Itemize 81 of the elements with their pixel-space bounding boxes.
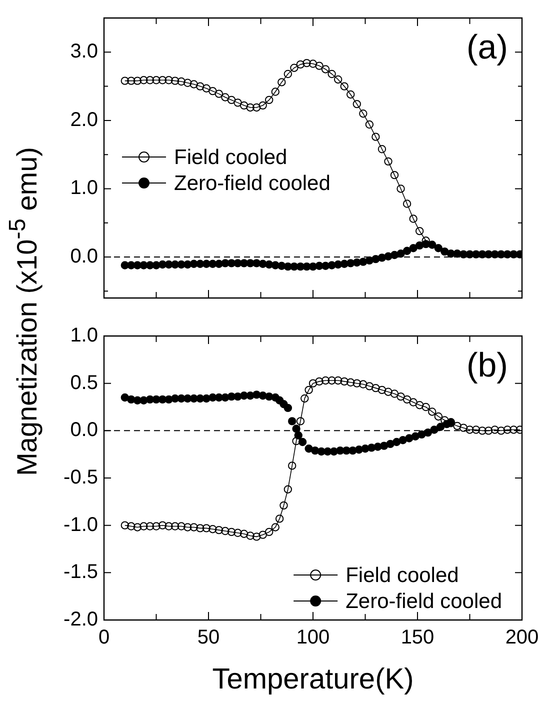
- point: [302, 58, 311, 68]
- annotation: (a): [466, 28, 508, 66]
- point: [184, 78, 192, 87]
- point: [152, 76, 160, 84]
- annotation: (b): [466, 346, 508, 384]
- point: [258, 101, 267, 110]
- point: [359, 110, 368, 118]
- point: [120, 76, 129, 85]
- point: [372, 132, 380, 141]
- point: [278, 78, 286, 86]
- y-tick-label: -0.5: [64, 466, 98, 489]
- point: [392, 438, 401, 446]
- legend-label: Zero-field cooled: [174, 172, 330, 195]
- point: [190, 80, 198, 88]
- legend-label: Field cooled: [346, 564, 459, 587]
- point: [170, 76, 180, 85]
- x-tick-label: 50: [197, 626, 220, 649]
- point: [415, 226, 424, 236]
- point: [321, 65, 330, 74]
- point: [196, 82, 204, 90]
- y-tick-label: -1.0: [64, 514, 98, 536]
- point: [246, 103, 254, 112]
- x-tick-label: 150: [400, 626, 434, 649]
- point: [214, 90, 224, 98]
- y-tick-label: 1.0: [70, 324, 98, 347]
- point: [288, 417, 296, 426]
- point: [140, 76, 148, 84]
- point: [384, 157, 392, 166]
- point: [346, 90, 355, 99]
- legend-label: Field cooled: [174, 146, 288, 169]
- y-tick-label: -1.5: [64, 561, 98, 584]
- x-tick-label: 100: [296, 626, 330, 649]
- point: [405, 434, 414, 442]
- point: [133, 76, 142, 85]
- point: [390, 170, 399, 180]
- y-tick-label: 2.0: [70, 108, 98, 131]
- point: [265, 96, 274, 104]
- point: [424, 428, 432, 437]
- x-tick-label: 200: [505, 626, 538, 649]
- point: [208, 86, 217, 96]
- point: [402, 200, 412, 208]
- point: [221, 93, 230, 102]
- y-tick-label: 0.0: [70, 419, 98, 442]
- point: [328, 70, 336, 78]
- point: [234, 98, 242, 107]
- point: [334, 75, 342, 84]
- point: [271, 88, 280, 96]
- y-tick-label: 0.5: [70, 372, 98, 394]
- point: [284, 70, 292, 78]
- point: [284, 404, 292, 412]
- point: [308, 60, 318, 68]
- point: [380, 442, 388, 450]
- point: [296, 60, 305, 69]
- point: [340, 82, 348, 90]
- point: [158, 76, 167, 84]
- point: [409, 214, 418, 223]
- point: [418, 430, 426, 439]
- legend-label: Zero-field cooled: [346, 590, 502, 613]
- point: [127, 76, 136, 85]
- y-tick-label: 1.0: [70, 177, 98, 200]
- point: [164, 76, 173, 84]
- point: [252, 103, 261, 112]
- point: [315, 62, 324, 70]
- point: [430, 426, 438, 434]
- point: [396, 184, 405, 193]
- point: [227, 96, 236, 104]
- x-axis-title: Temperature(K): [212, 664, 414, 696]
- point: [352, 100, 361, 108]
- point: [290, 64, 298, 72]
- point: [240, 101, 248, 110]
- point: [436, 422, 445, 431]
- y-tick-label: 3.0: [70, 40, 98, 63]
- point: [202, 84, 211, 92]
- point: [177, 77, 186, 86]
- y-tick-label: -2.0: [64, 608, 98, 631]
- point: [378, 145, 386, 154]
- x-tick-label: 0: [98, 626, 110, 649]
- y-tick-label: 0.0: [70, 246, 98, 268]
- point: [365, 120, 374, 129]
- point: [146, 76, 154, 84]
- point: [298, 438, 307, 446]
